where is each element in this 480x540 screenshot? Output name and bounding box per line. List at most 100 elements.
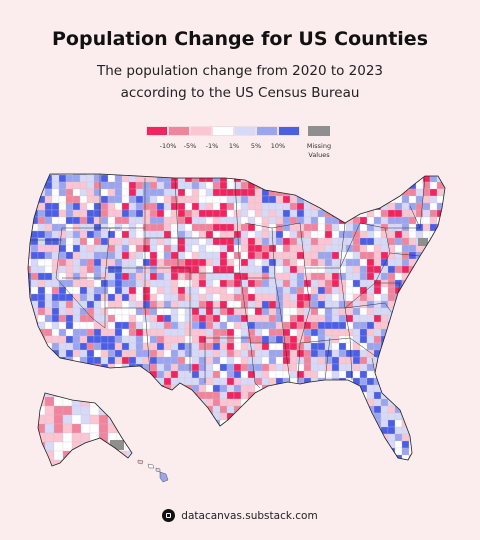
county-cell [128, 384, 137, 393]
county-cell [248, 462, 255, 469]
county-cell [247, 300, 256, 309]
county-cell [261, 251, 270, 260]
county-cell [373, 398, 382, 407]
county-cell [311, 462, 318, 469]
county-cell [107, 174, 116, 176]
county-cell [93, 293, 102, 302]
county-cell [156, 398, 165, 407]
county-cell [415, 188, 424, 197]
county-cell [254, 454, 263, 460]
county-cell [240, 335, 249, 344]
county-cell [303, 433, 312, 442]
county-cell [254, 237, 263, 246]
county-cell [191, 328, 200, 337]
county-cell [212, 363, 221, 372]
county-cell [310, 426, 319, 435]
county-cell [93, 321, 102, 330]
county-cell [184, 398, 193, 407]
county-cell [30, 293, 39, 302]
county-cell [205, 188, 214, 197]
county-cell [429, 265, 438, 274]
county-cell [205, 440, 214, 449]
county-cell [149, 440, 158, 449]
county-cell [345, 412, 354, 421]
county-cell [261, 307, 270, 316]
county-cell [121, 300, 130, 309]
state-boundaries [30, 174, 426, 389]
county-cell [261, 426, 270, 435]
county-cell [275, 433, 284, 442]
county-cell [359, 433, 368, 442]
county-cell [28, 174, 32, 176]
county-cell [72, 328, 81, 337]
county-cell [331, 377, 340, 386]
county-cell [261, 181, 270, 190]
county-cell [408, 419, 417, 428]
county-cell [149, 174, 158, 176]
footer-link[interactable]: datacanvas.substack.com [181, 509, 318, 522]
county-cell [310, 321, 319, 330]
county-cell [191, 440, 200, 449]
county-cell [163, 181, 172, 190]
county-cell [282, 363, 291, 372]
county-cell [170, 342, 179, 351]
county-cell [443, 209, 445, 218]
county-cell [422, 377, 431, 386]
county-cell [198, 454, 207, 460]
county-cell [247, 307, 256, 316]
county-cell [408, 370, 417, 379]
county-cell [422, 293, 431, 302]
county-cell [28, 216, 32, 225]
county-cell [324, 265, 333, 274]
county-cell [28, 391, 32, 400]
county-cell [86, 286, 95, 295]
county-cell [44, 223, 53, 232]
county-cell [388, 462, 395, 469]
county-cell [429, 251, 438, 260]
county-cell [30, 454, 39, 460]
county-cell [30, 419, 39, 428]
county-cell [429, 433, 438, 442]
county-cell [135, 384, 144, 393]
county-cell [247, 272, 256, 281]
county-cell [310, 314, 319, 323]
county-cell [429, 335, 438, 344]
county-cell [122, 462, 129, 469]
county-cell [310, 440, 319, 449]
county-cell [443, 300, 445, 309]
county-cell [359, 440, 368, 449]
county-cell [79, 342, 88, 351]
county-cell [373, 335, 382, 344]
county-cell [387, 363, 396, 372]
county-cell [226, 384, 235, 393]
county-cell [282, 391, 291, 400]
county-cell [51, 265, 60, 274]
county-cell [93, 370, 102, 379]
county-cell [198, 293, 207, 302]
county-cell [367, 462, 374, 469]
county-cell [415, 195, 424, 204]
county-cell [79, 335, 88, 344]
county-cell [226, 356, 235, 365]
county-cell [184, 174, 193, 176]
county-cell [135, 181, 144, 190]
county-cell [107, 244, 116, 253]
alaska-county-cell [125, 396, 132, 407]
county-cell [86, 335, 95, 344]
county-cell [149, 181, 158, 190]
county-cell [114, 335, 123, 344]
county-cell [184, 342, 193, 351]
county-cell [233, 391, 242, 400]
county-cell [86, 265, 95, 274]
county-cell [380, 251, 389, 260]
county-cell [100, 279, 109, 288]
county-cell [268, 244, 277, 253]
county-cell [44, 349, 53, 358]
county-cell [121, 356, 130, 365]
county-cell [366, 342, 375, 351]
county-cell [352, 202, 361, 211]
county-cell [254, 335, 263, 344]
county-cell [317, 209, 326, 218]
county-cell [177, 433, 186, 442]
county-cell [163, 349, 172, 358]
